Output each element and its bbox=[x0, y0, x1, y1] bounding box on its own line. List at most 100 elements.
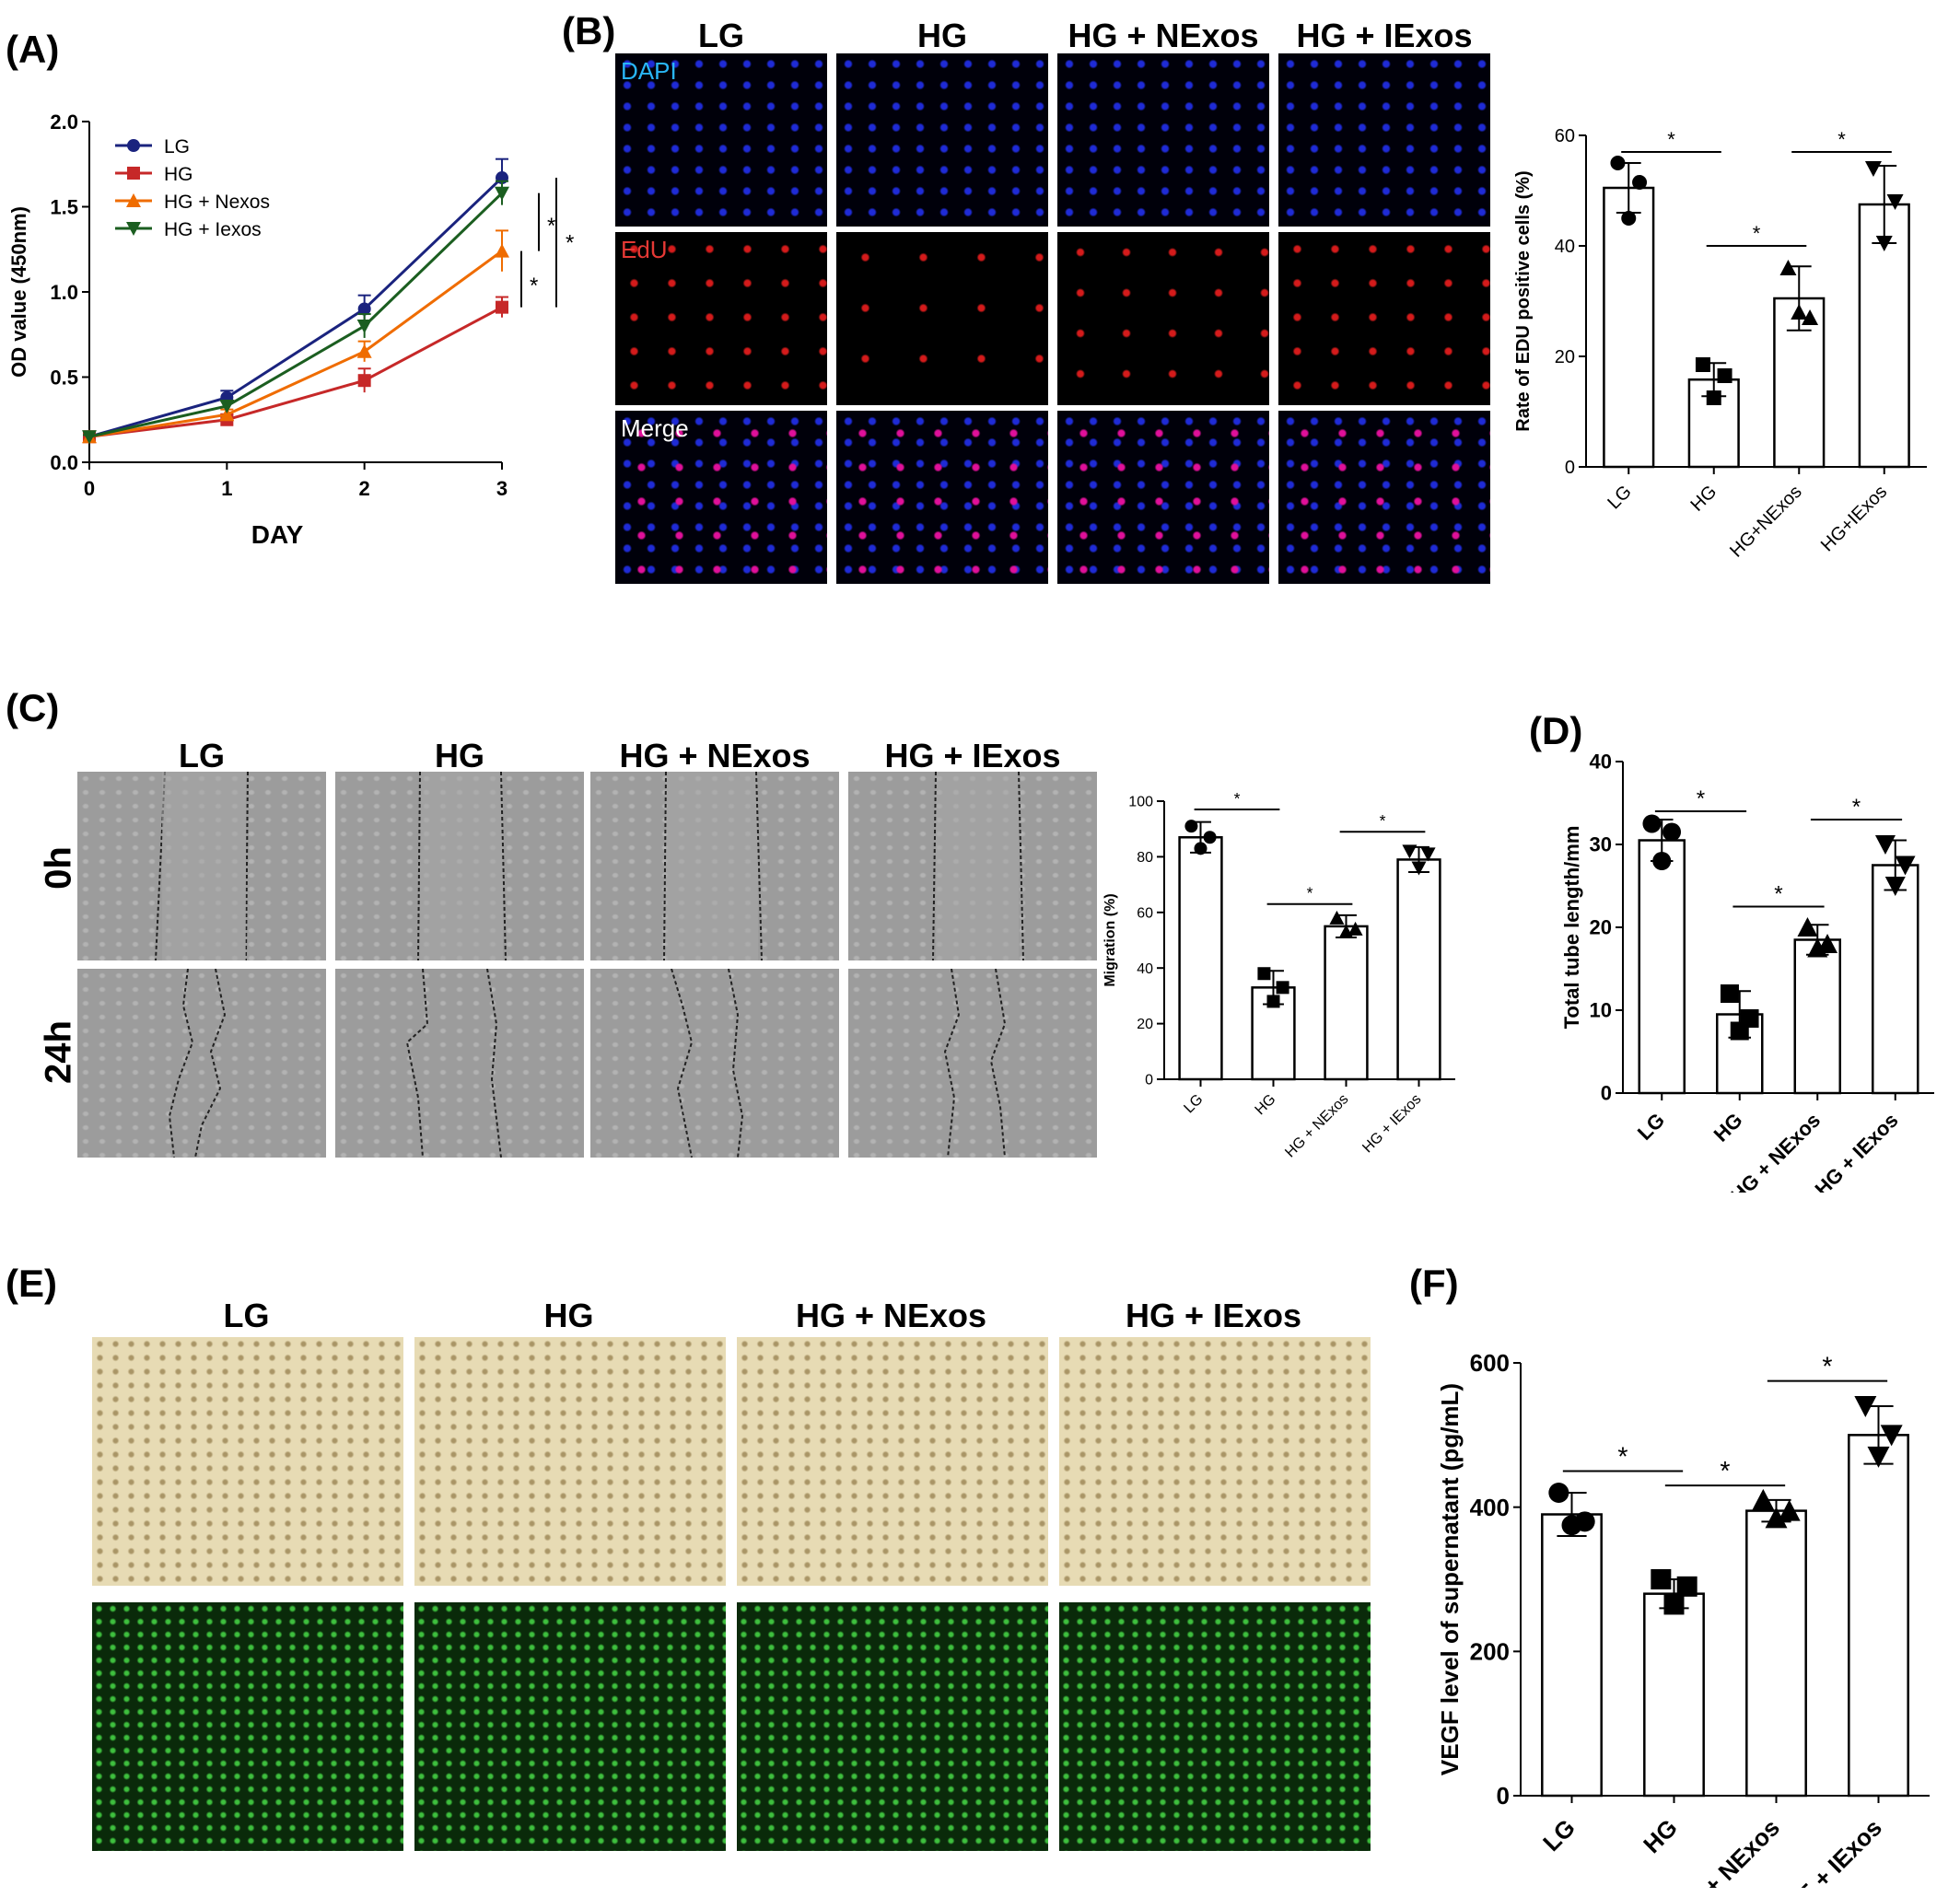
legend-label: HG + Nexos bbox=[164, 192, 270, 213]
significance-star: * bbox=[1617, 1443, 1628, 1472]
data-point bbox=[1752, 1488, 1775, 1510]
bar bbox=[1396, 858, 1441, 1081]
y-tick-label: 40 bbox=[1555, 237, 1575, 257]
scratch-0h-hg bbox=[335, 772, 584, 960]
data-point bbox=[1651, 1569, 1672, 1589]
edu-label: EdU bbox=[621, 236, 668, 263]
significance-star: * bbox=[1753, 222, 1761, 245]
x-tick-label: 3 bbox=[496, 477, 508, 500]
b-col-header: HG bbox=[917, 17, 967, 54]
significance-star: * bbox=[547, 214, 555, 239]
data-point bbox=[1329, 910, 1345, 925]
data-point bbox=[1884, 877, 1906, 896]
bar bbox=[1541, 1513, 1603, 1798]
y-tick-label: 100 bbox=[1128, 795, 1153, 810]
data-point bbox=[1765, 1507, 1788, 1529]
c-col-header: HG + IExos bbox=[884, 737, 1061, 774]
y-tick-label: 0.5 bbox=[50, 367, 78, 390]
significance-star: * bbox=[1234, 789, 1241, 808]
c-row-label-24h: 24h bbox=[38, 1020, 79, 1084]
y-tick-label: 0 bbox=[1497, 1782, 1510, 1810]
merge-image-lg: Merge bbox=[615, 411, 827, 584]
data-point bbox=[1706, 390, 1721, 405]
wound-edge bbox=[155, 772, 249, 960]
data-point bbox=[1338, 924, 1354, 938]
data-point bbox=[1642, 814, 1662, 833]
panel-label-d: (D) bbox=[1529, 709, 1583, 752]
significance-star: * bbox=[1838, 128, 1846, 151]
data-point bbox=[1720, 984, 1739, 1003]
data-point bbox=[1276, 981, 1289, 995]
x-tick-label: 1 bbox=[221, 477, 232, 500]
dapi-image-hg-iexos bbox=[1278, 53, 1490, 227]
series-line bbox=[88, 176, 504, 438]
merge-image-hg-iexos bbox=[1278, 411, 1490, 584]
panel-label-c: (C) bbox=[6, 686, 60, 729]
y-tick-label: 1.0 bbox=[50, 281, 78, 304]
scratch-24h-hg-iexos bbox=[848, 969, 1097, 1158]
e-col-header: HG + NExos bbox=[795, 1297, 987, 1334]
data-point bbox=[1257, 967, 1271, 981]
e-col-header: HG bbox=[543, 1297, 594, 1334]
significance-star: * bbox=[1720, 1457, 1730, 1486]
y-tick-label: 80 bbox=[1137, 850, 1153, 866]
x-tick-label: HG + NExos bbox=[1668, 1813, 1785, 1888]
y-tick-label: 0 bbox=[1145, 1073, 1153, 1088]
y-axis-title: Rate of EDU positive cells (%) bbox=[1513, 170, 1534, 431]
panel-label-f: (F) bbox=[1409, 1262, 1459, 1305]
data-point bbox=[1802, 309, 1819, 325]
y-tick-label: 0 bbox=[1565, 458, 1575, 478]
legend-label: LG bbox=[164, 136, 190, 157]
e-col-header: HG + IExos bbox=[1125, 1297, 1302, 1334]
data-point bbox=[1411, 861, 1427, 876]
x-tick-label: HG+NExos bbox=[1726, 482, 1806, 562]
significance-star: * bbox=[1380, 811, 1386, 830]
legend-marker bbox=[127, 167, 140, 180]
c-col-header: LG bbox=[179, 737, 225, 774]
e-col-header: LG bbox=[223, 1297, 270, 1334]
y-tick-label: 20 bbox=[1590, 916, 1612, 939]
y-tick-label: 2.0 bbox=[50, 111, 78, 134]
x-tick-label: HG + IExos bbox=[1810, 1109, 1902, 1193]
significance-star: * bbox=[1307, 884, 1313, 902]
x-tick-label: 0 bbox=[84, 477, 95, 500]
bar bbox=[1638, 839, 1686, 1095]
y-tick-label: 1.5 bbox=[50, 196, 78, 219]
legend-marker bbox=[127, 139, 140, 152]
dapi-image-hg-nexos bbox=[1057, 53, 1269, 227]
data-point bbox=[1854, 1396, 1877, 1417]
significance-star: * bbox=[1822, 1353, 1832, 1382]
x-tick-label: 2 bbox=[359, 477, 370, 500]
data-point bbox=[1867, 1446, 1890, 1468]
legend-marker bbox=[126, 222, 141, 236]
bar bbox=[1793, 938, 1842, 1095]
y-tick-label: 20 bbox=[1555, 347, 1575, 367]
data-point bbox=[1875, 236, 1893, 251]
x-tick-label: LG bbox=[1633, 1109, 1669, 1145]
y-tick-label: 20 bbox=[1137, 1017, 1153, 1032]
dapi-image-lg: DAPI bbox=[615, 53, 827, 227]
chart-a: 0.0 0.5 1.0 1.5 2.0 0 1 2 3 DAY OD value (450nm) LG… bbox=[7, 111, 574, 549]
series-line bbox=[88, 250, 503, 438]
data-point bbox=[1730, 1021, 1749, 1041]
chart-b: 0 20 40 60 LG HG HG+NExos HG+IExos * * * Rate of ED… bbox=[1513, 126, 1927, 562]
y-tick-label: 60 bbox=[1137, 905, 1153, 921]
scratch-0h-hg-iexos bbox=[848, 772, 1097, 960]
scratch-24h-lg bbox=[77, 969, 326, 1158]
y-tick-label: 400 bbox=[1470, 1494, 1510, 1521]
scratch-24h-hg bbox=[335, 969, 584, 1158]
bar bbox=[1603, 186, 1655, 469]
y-tick-label: 200 bbox=[1470, 1637, 1510, 1665]
data-point bbox=[495, 186, 509, 201]
y-tick-label: 600 bbox=[1470, 1349, 1510, 1377]
data-point bbox=[1266, 995, 1280, 1008]
wound-edge bbox=[417, 772, 507, 960]
data-point bbox=[1880, 1425, 1903, 1447]
data-point bbox=[219, 399, 235, 413]
data-point bbox=[1778, 1499, 1801, 1521]
legend-label: HG + Iexos bbox=[164, 219, 262, 240]
wound-edge bbox=[168, 969, 227, 1158]
scratch-24h-hg-nexos bbox=[590, 969, 839, 1158]
